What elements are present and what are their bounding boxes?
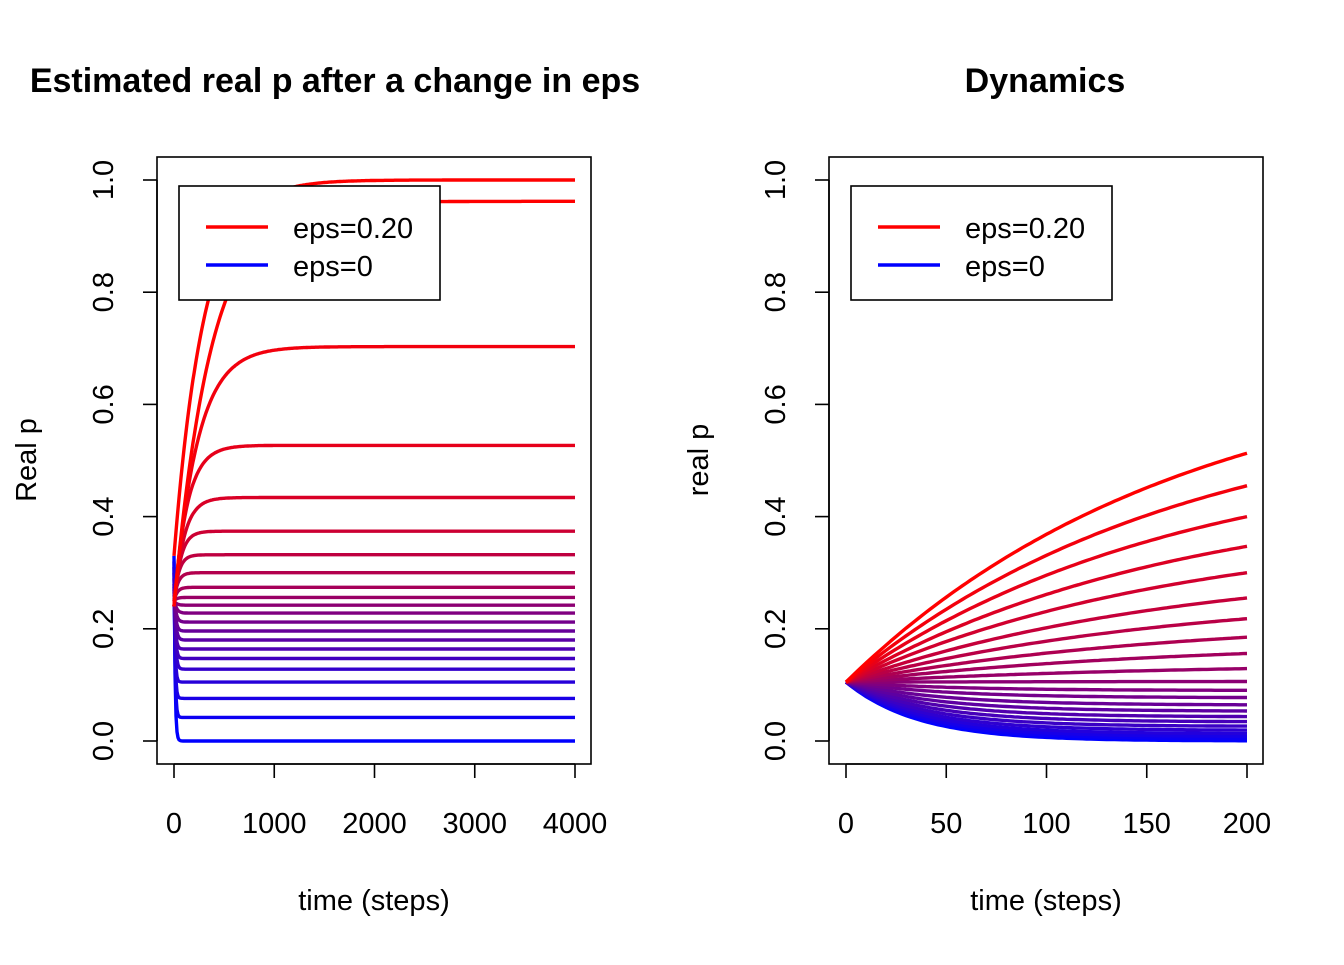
left-series-line-14: [172, 571, 575, 602]
right-series-line-6: [845, 680, 1247, 724]
right-series-line-9: [845, 680, 1247, 707]
right-chart-panel: Dynamics time (steps) real p 0 50 100 150 20…: [683, 62, 1271, 917]
left-chart-title: Estimated real p after a change in eps: [30, 62, 640, 100]
right-series-line-7: [845, 680, 1247, 719]
right-x-tick-label: 200: [1223, 808, 1271, 840]
left-series-line-6: [172, 586, 575, 651]
left-series-line-11: [172, 599, 575, 607]
right-series-line-17: [845, 596, 1248, 684]
right-x-tick-label: 0: [838, 808, 854, 840]
left-y-axis-label: Real p: [11, 418, 43, 502]
right-series-line-15: [845, 635, 1248, 684]
right-series-line-11: [845, 680, 1247, 692]
right-y-tick-label: 1.0: [760, 160, 792, 200]
left-series-line-17: [172, 495, 575, 607]
right-x-tick-label: 150: [1123, 808, 1171, 840]
right-legend: eps=0.20 eps=0: [850, 185, 1113, 301]
left-x-tick-label: 4000: [543, 808, 608, 840]
left-plot-frame: [156, 156, 592, 765]
right-series-line-4: [845, 680, 1247, 732]
right-series-line-18: [845, 571, 1248, 684]
right-series-line-10: [845, 680, 1247, 700]
right-x-axis-label: time (steps): [970, 885, 1121, 917]
left-series-line-9: [172, 594, 575, 624]
left-series-line-18: [172, 443, 575, 607]
left-x-tick-label: 2000: [342, 808, 407, 840]
right-y-tick-label: 0.0: [760, 721, 792, 761]
right-y-tick-label: 0.8: [760, 272, 792, 312]
left-legend-box: [178, 185, 441, 301]
left-series-line-16: [172, 529, 575, 607]
right-series-line-12: [846, 679, 1247, 684]
right-series-line-13: [845, 666, 1248, 684]
left-legend-label-low: eps=0: [293, 251, 373, 283]
left-legend: eps=0.20 eps=0: [178, 185, 441, 301]
left-series-line-3: [172, 572, 575, 684]
left-x-tick-label: 1000: [242, 808, 307, 840]
left-x-axis-label: time (steps): [298, 885, 449, 917]
right-series-line-19: [845, 544, 1248, 684]
left-series-line-10: [172, 597, 575, 615]
left-series-line-15: [172, 553, 575, 602]
right-x-tick-label: 100: [1022, 808, 1070, 840]
right-legend-label-low: eps=0: [965, 251, 1045, 283]
left-y-tick-label: 0.4: [88, 496, 120, 536]
left-y-tick-label: 0.6: [88, 384, 120, 424]
right-y-tick-label: 0.2: [760, 609, 792, 649]
left-x-tick-label: 0: [166, 808, 182, 840]
left-series-line-4: [172, 578, 575, 671]
left-series-line-7: [172, 589, 575, 642]
left-series-line-5: [172, 583, 575, 661]
left-chart-panel: Estimated real p after a change in eps t…: [11, 62, 640, 917]
right-legend-label-high: eps=0.20: [965, 213, 1085, 245]
left-series-line-12: [172, 595, 575, 603]
left-series-line-2: [172, 567, 575, 701]
right-y-tick-label: 0.4: [760, 496, 792, 536]
right-series-line-21: [844, 484, 1248, 684]
right-series-line-14: [845, 651, 1248, 684]
right-plot-frame: [828, 156, 1264, 765]
left-series-line-13: [172, 585, 575, 602]
left-y-tick-label: 0.0: [88, 721, 120, 761]
right-series-line-5: [845, 680, 1247, 728]
right-series-line-20: [845, 514, 1248, 684]
left-series-line-19: [172, 344, 575, 607]
right-series-line-8: [845, 680, 1248, 713]
right-legend-box: [850, 185, 1113, 301]
left-y-tick-label: 1.0: [88, 160, 120, 200]
right-series-line-2: [845, 680, 1247, 738]
left-series-line-0: [172, 555, 575, 743]
right-series-line-22: [844, 451, 1248, 684]
right-y-tick-label: 0.6: [760, 384, 792, 424]
right-x-tick-label: 50: [930, 808, 962, 840]
right-series-group: [844, 451, 1248, 743]
right-chart-title: Dynamics: [965, 62, 1126, 100]
left-series-line-8: [172, 592, 575, 633]
right-series-line-16: [845, 617, 1248, 684]
right-y-axis-label: real p: [683, 424, 715, 497]
left-legend-label-high: eps=0.20: [293, 213, 413, 245]
left-y-tick-label: 0.8: [88, 272, 120, 312]
right-series-line-3: [845, 680, 1248, 736]
left-series-line-1: [172, 561, 575, 720]
left-y-tick-label: 0.2: [88, 609, 120, 649]
left-x-tick-label: 3000: [442, 808, 507, 840]
